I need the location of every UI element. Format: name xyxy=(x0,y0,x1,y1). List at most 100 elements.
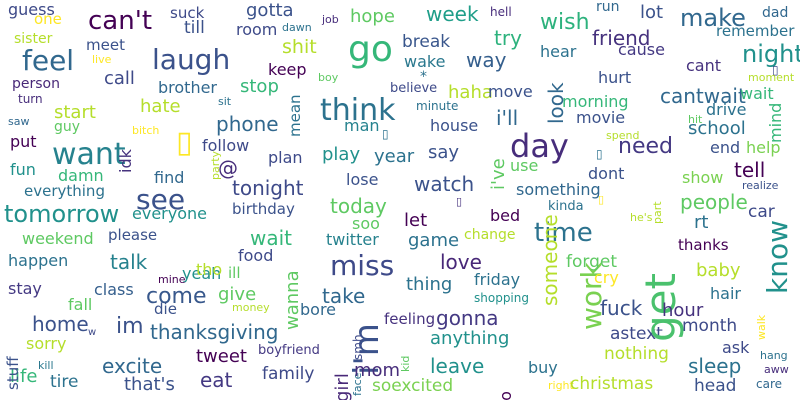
cloud-word: show xyxy=(682,168,724,187)
cloud-word: feel xyxy=(22,44,75,77)
cloud-word: idk xyxy=(116,149,135,174)
cloud-word: aww xyxy=(764,363,789,376)
cloud-word: tonight xyxy=(232,176,304,200)
cloud-word: stay xyxy=(8,279,42,298)
cloud-word: wait xyxy=(250,226,293,250)
cloud-word: try xyxy=(494,26,522,50)
cloud-word: hang xyxy=(760,349,788,362)
cloud-word: bitch xyxy=(132,124,160,137)
cloud-word: say xyxy=(428,142,460,163)
cloud-word: mine xyxy=(158,273,186,286)
cloud-word: gotta xyxy=(246,0,294,21)
cloud-word: hour xyxy=(662,300,704,321)
cloud-word: feeling xyxy=(384,310,436,328)
cloud-word: house xyxy=(430,116,479,135)
cloud-word: everyone xyxy=(132,204,207,223)
cloud-word: gonna xyxy=(436,306,499,330)
cloud-word: remember xyxy=(716,22,795,40)
cloud-word: believe xyxy=(390,81,438,96)
cloud-word: find xyxy=(154,168,185,187)
cloud-word: see xyxy=(136,183,186,216)
cloud-word: kid xyxy=(399,355,412,373)
cloud-word: boy xyxy=(318,71,339,84)
cloud-word: home xyxy=(32,312,89,336)
cloud-word: month xyxy=(682,316,738,336)
cloud-word: thing xyxy=(406,274,453,295)
cloud-word: change xyxy=(464,227,516,243)
cloud-word: can't xyxy=(88,6,153,36)
cloud-word: everything xyxy=(24,182,105,200)
cloud-word: dont xyxy=(588,164,625,183)
cloud-word: rt xyxy=(694,212,709,233)
cloud-word: someone xyxy=(538,214,562,306)
cloud-word: weekend xyxy=(22,229,94,248)
cloud-word: hate xyxy=(140,96,181,117)
cloud-word: shit xyxy=(282,36,317,58)
cloud-word: put xyxy=(10,132,37,151)
cloud-word: go xyxy=(348,29,393,70)
cloud-word: ask xyxy=(722,338,750,357)
cloud-word: fun xyxy=(10,160,36,179)
cloud-word: sleep xyxy=(688,354,742,378)
cloud-word: do xyxy=(496,391,515,400)
cloud-word: part xyxy=(651,201,664,225)
cloud-word: thanksgiving xyxy=(150,320,279,344)
cloud-word: twitter xyxy=(326,230,379,249)
cloud-word: lot xyxy=(640,2,664,23)
cloud-word: dawn xyxy=(282,21,312,34)
cloud-word: talk xyxy=(110,250,148,274)
cloud-word: hope xyxy=(350,6,395,27)
cloud-word: boyfriend xyxy=(258,343,320,358)
cloud-word: damn xyxy=(58,166,104,185)
cloud-word: fall xyxy=(68,295,93,314)
cloud-word: * xyxy=(420,69,427,85)
cloud-word: walk xyxy=(755,315,768,341)
cloud-word: hell xyxy=(490,5,512,19)
cloud-word: buy xyxy=(528,358,558,377)
cloud-word: money xyxy=(232,301,270,314)
cloud-word: right xyxy=(548,379,574,392)
cloud-word: die xyxy=(154,300,177,318)
cloud-word: break xyxy=(402,32,451,52)
cloud-word: guess xyxy=(8,0,55,19)
cloud-word: hit xyxy=(688,113,703,126)
cloud-word: mom xyxy=(354,360,401,381)
cloud-word: please xyxy=(108,226,158,244)
cloud-word: yeah xyxy=(182,264,222,283)
cloud-word: kill xyxy=(38,359,54,372)
cloud-word: thanks xyxy=(678,236,729,254)
cloud-word: care xyxy=(756,377,783,391)
cloud-word: today xyxy=(330,194,387,218)
cloud-word: realize xyxy=(742,179,779,192)
cloud-word: that's xyxy=(124,374,175,395)
cloud-word: live xyxy=(92,53,112,66)
cloud-word: follow xyxy=(202,136,250,155)
cloud-word: cause xyxy=(618,40,665,59)
cloud-word: brother xyxy=(158,78,218,97)
cloud-word: happen xyxy=(8,251,69,270)
cloud-word: lose xyxy=(346,170,379,189)
cloud-word: stop xyxy=(240,76,279,97)
cloud-word: ▯ xyxy=(456,195,463,208)
cloud-word: morning xyxy=(562,92,629,111)
cloud-word: w xyxy=(88,327,97,338)
cloud-word: person xyxy=(12,76,60,92)
cloud-word: phone xyxy=(216,112,279,136)
cloud-word: night xyxy=(742,40,800,68)
cloud-word: move xyxy=(488,82,533,101)
cloud-word: stuff xyxy=(4,356,22,390)
cloud-word: drive xyxy=(706,100,747,119)
cloud-word: know xyxy=(761,219,794,294)
cloud-word: im xyxy=(116,314,144,339)
cloud-word: sister xyxy=(14,31,53,47)
cloud-word: head xyxy=(694,376,737,396)
cloud-word: soexcited xyxy=(372,376,454,396)
cloud-word: dad xyxy=(762,5,789,21)
cloud-word: turn xyxy=(18,92,43,106)
cloud-word: i'll xyxy=(496,106,519,130)
cloud-word: sit xyxy=(218,95,232,108)
cloud-word: sorry xyxy=(26,334,67,353)
cloud-word: ▯ xyxy=(176,125,193,160)
cloud-word: he's xyxy=(630,211,653,224)
